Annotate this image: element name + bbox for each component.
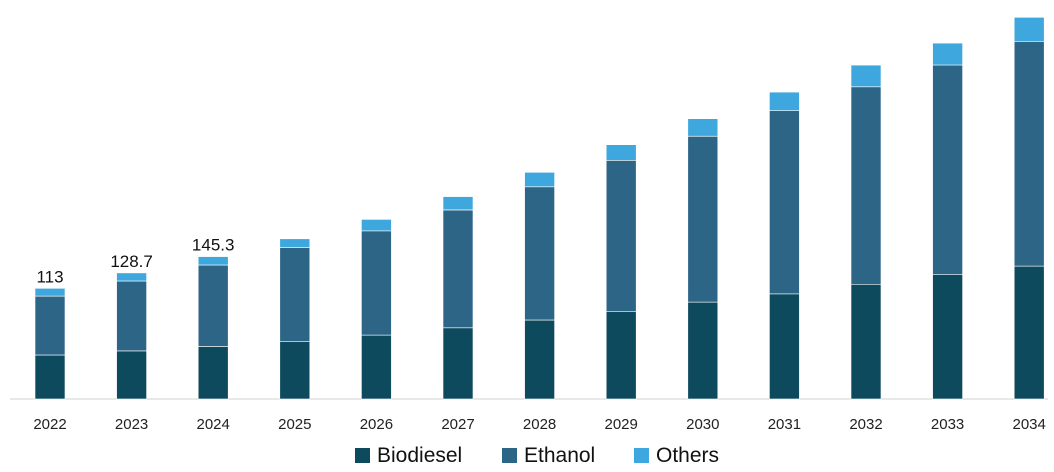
x-tick-label-2034: 2034	[1013, 416, 1046, 433]
legend-swatch-ethanol	[502, 448, 517, 463]
bar-segment-ethanol-2030	[687, 136, 719, 303]
bar-segment-others-2030	[687, 118, 719, 137]
bar-segment-ethanol-2024	[197, 264, 229, 347]
legend-swatch-others	[634, 448, 649, 463]
bar-segment-ethanol-2028	[524, 186, 555, 321]
bar-segment-others-2034	[1013, 16, 1045, 42]
bar-segment-biodiesel-2030	[687, 301, 719, 400]
bar-segment-ethanol-2033	[932, 64, 963, 276]
legend-label-others: Others	[656, 444, 719, 467]
bar-segment-ethanol-2026	[361, 230, 392, 336]
bar-segment-biodiesel-2026	[361, 334, 392, 400]
bar-segment-ethanol-2025	[279, 247, 311, 342]
bar-segment-others-2029	[605, 144, 637, 161]
x-tick-label-2031: 2031	[768, 416, 801, 433]
data-labels-layer: 113 128.7 145.3	[36, 236, 234, 287]
bar-segment-biodiesel-2027	[442, 327, 474, 400]
bar-segment-others-2033	[932, 42, 963, 66]
x-tick-labels: 2022 2023 2024 2025 2026 2027 2028 2029 2030 2031…	[33, 416, 1046, 433]
x-tick-label-2026: 2026	[360, 416, 393, 433]
bar-segment-others-2027	[442, 196, 474, 211]
bar-segment-others-2023	[116, 272, 147, 282]
bar-segment-biodiesel-2025	[279, 340, 311, 400]
bar-segment-ethanol-2023	[116, 280, 147, 352]
bar-segment-biodiesel-2023	[116, 350, 147, 400]
bar-segment-others-2031	[769, 91, 800, 111]
bar-segment-biodiesel-2033	[932, 274, 963, 400]
legend-label-biodiesel: Biodiesel	[377, 444, 462, 467]
bar-segment-biodiesel-2029	[605, 311, 637, 400]
x-tick-label-2025: 2025	[278, 416, 311, 433]
bars-layer	[34, 16, 1045, 400]
x-tick-label-2032: 2032	[849, 416, 882, 433]
bar-segment-ethanol-2022	[34, 295, 66, 356]
data-label-2022: 113	[36, 267, 63, 286]
legend-swatch-biodiesel	[355, 448, 370, 463]
bar-segment-biodiesel-2022	[34, 354, 66, 400]
x-tick-label-2027: 2027	[441, 416, 474, 433]
data-label-2024: 145.3	[192, 236, 235, 255]
bar-segment-others-2026	[361, 219, 392, 232]
bar-segment-others-2032	[850, 64, 882, 88]
bar-segment-others-2022	[34, 287, 66, 297]
bar-segment-biodiesel-2034	[1013, 265, 1045, 400]
x-tick-label-2033: 2033	[931, 416, 964, 433]
bar-segment-ethanol-2032	[850, 86, 882, 285]
bar-segment-biodiesel-2028	[524, 319, 555, 400]
x-tick-label-2029: 2029	[605, 416, 638, 433]
x-tick-label-2028: 2028	[523, 416, 556, 433]
bar-segment-ethanol-2027	[442, 209, 474, 329]
x-tick-label-2024: 2024	[197, 416, 230, 433]
x-tick-label-2023: 2023	[115, 416, 148, 433]
legend: Biodiesel Ethanol Others	[355, 444, 719, 467]
x-tick-label-2022: 2022	[33, 416, 66, 433]
bar-segment-biodiesel-2032	[850, 283, 882, 400]
bar-segment-others-2028	[524, 172, 555, 188]
data-label-2023: 128.7	[110, 252, 153, 271]
x-tick-label-2030: 2030	[686, 416, 719, 433]
bar-segment-others-2024	[197, 256, 229, 266]
bar-segment-ethanol-2029	[605, 160, 637, 312]
bar-segment-ethanol-2031	[769, 110, 800, 295]
bar-segment-biodiesel-2024	[197, 346, 229, 400]
legend-label-ethanol: Ethanol	[524, 444, 595, 467]
bar-segment-ethanol-2034	[1013, 40, 1045, 267]
bar-segment-others-2025	[279, 238, 311, 248]
bar-segment-biodiesel-2031	[769, 293, 800, 400]
